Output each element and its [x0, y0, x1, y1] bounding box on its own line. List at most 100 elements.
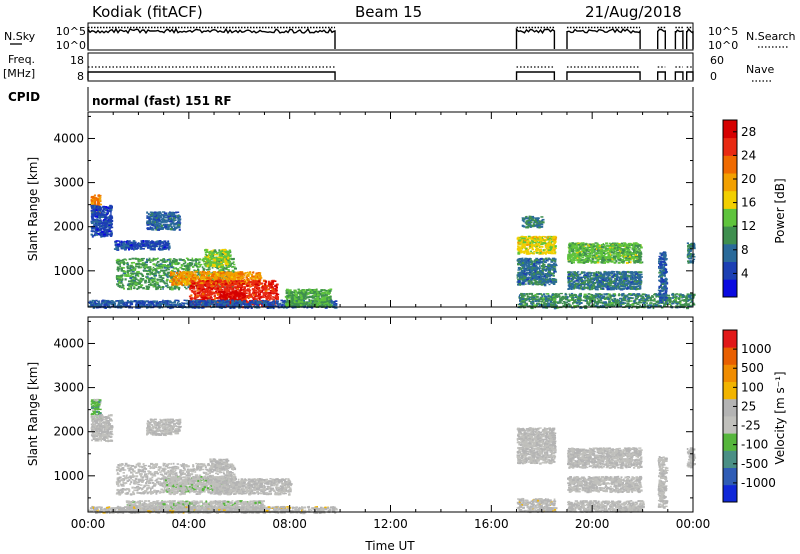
- power-cell: [162, 272, 166, 274]
- power-cell: [216, 291, 218, 294]
- power-cell: [169, 228, 173, 231]
- power-cell: [231, 290, 234, 294]
- power-cell: [122, 272, 126, 274]
- power-cell: [216, 293, 219, 296]
- power-cell: [272, 280, 275, 283]
- power-cell: [165, 214, 168, 217]
- power-cell: [134, 257, 137, 260]
- power-cell: [246, 285, 249, 287]
- power-cell: [173, 263, 176, 265]
- power-cell: [168, 245, 171, 248]
- power-cell: [177, 277, 181, 280]
- power-cell: [218, 287, 222, 290]
- power-cell: [238, 276, 242, 279]
- frequency-series-1: [515, 71, 556, 80]
- power-cell: [176, 215, 179, 218]
- power-cell: [165, 268, 168, 271]
- power-cell: [142, 241, 145, 243]
- frequency-series-2: [566, 71, 641, 80]
- power-cell: [172, 212, 175, 215]
- power-cell: [167, 284, 169, 287]
- power-cell: [195, 270, 198, 273]
- power-cell: [221, 281, 225, 284]
- power-cell: [103, 233, 106, 236]
- power-cell: [158, 248, 161, 251]
- power-cell: [268, 293, 270, 296]
- power-cell: [128, 283, 132, 285]
- power-cell: [98, 301, 100, 304]
- frequency-panel: 18 8 60 0 Freq. [MHz] Nave: [3, 52, 774, 83]
- power-cell: [201, 295, 204, 298]
- power-cell: [218, 277, 222, 279]
- power-cell: [212, 281, 216, 284]
- power-cell: [180, 281, 183, 284]
- power-cell: [240, 271, 244, 274]
- power-cell: [144, 265, 148, 268]
- power-cell: [127, 273, 130, 276]
- power-cell: [147, 281, 150, 284]
- power-cell: [201, 270, 204, 273]
- power-cell: [226, 257, 230, 260]
- power-cell: [227, 251, 230, 254]
- nsearch-label: N.Search: [746, 30, 796, 43]
- power-cell: [144, 261, 148, 264]
- power-cell: [188, 278, 192, 281]
- power-cell: [153, 274, 157, 277]
- power-cell: [139, 272, 142, 275]
- power-cell: [98, 206, 101, 208]
- power-cell: [108, 233, 110, 236]
- power-cell: [188, 262, 191, 265]
- power-cell: [251, 275, 255, 278]
- power-cell: [141, 301, 144, 304]
- power-cell: [101, 206, 104, 209]
- power-cell: [118, 240, 121, 243]
- power-cell: [214, 266, 217, 268]
- power-cell: [159, 222, 161, 225]
- power-cell: [219, 255, 223, 258]
- power-cell: [101, 209, 105, 212]
- power-cell: [179, 271, 183, 274]
- power-cell: [212, 261, 215, 264]
- power-cell: [261, 287, 264, 290]
- frequency-series-4: [674, 71, 684, 80]
- power-cell: [219, 263, 223, 265]
- power-cell: [208, 252, 211, 255]
- power-cell: [189, 271, 193, 273]
- power-cell: [171, 261, 174, 264]
- power-cell: [104, 223, 108, 226]
- power-cell: [162, 221, 165, 223]
- power-cell: [119, 265, 122, 268]
- power-cell: [262, 292, 265, 295]
- power-cell: [185, 277, 188, 280]
- power-cell: [224, 276, 228, 279]
- power-cell: [156, 220, 159, 223]
- power-cell: [130, 241, 133, 244]
- power-cell: [257, 301, 259, 304]
- power-cell: [118, 275, 121, 278]
- power-cell: [202, 288, 206, 291]
- power-cell: [185, 272, 188, 275]
- power-cell: [227, 302, 229, 304]
- power-cell: [205, 290, 208, 293]
- power-cell: [149, 242, 153, 245]
- power-cell: [207, 296, 210, 298]
- power-cell: [149, 226, 152, 228]
- power-cell: [101, 235, 105, 237]
- power-cell: [106, 233, 109, 236]
- power-cell: [227, 274, 231, 276]
- power-cell: [238, 285, 241, 288]
- power-cell: [271, 301, 276, 303]
- power-cell: [98, 226, 101, 229]
- power-cell: [213, 300, 217, 303]
- power-cell: [173, 217, 175, 219]
- power-cell: [244, 279, 247, 282]
- power-cell: [185, 287, 188, 290]
- power-cell: [232, 278, 235, 280]
- power-cell: [146, 217, 150, 219]
- power-cell: [176, 223, 180, 226]
- power-cell: [122, 283, 124, 286]
- power-cell: [230, 280, 232, 282]
- power-cell: [143, 270, 145, 272]
- power-cell: [196, 290, 199, 292]
- power-cell: [211, 274, 214, 276]
